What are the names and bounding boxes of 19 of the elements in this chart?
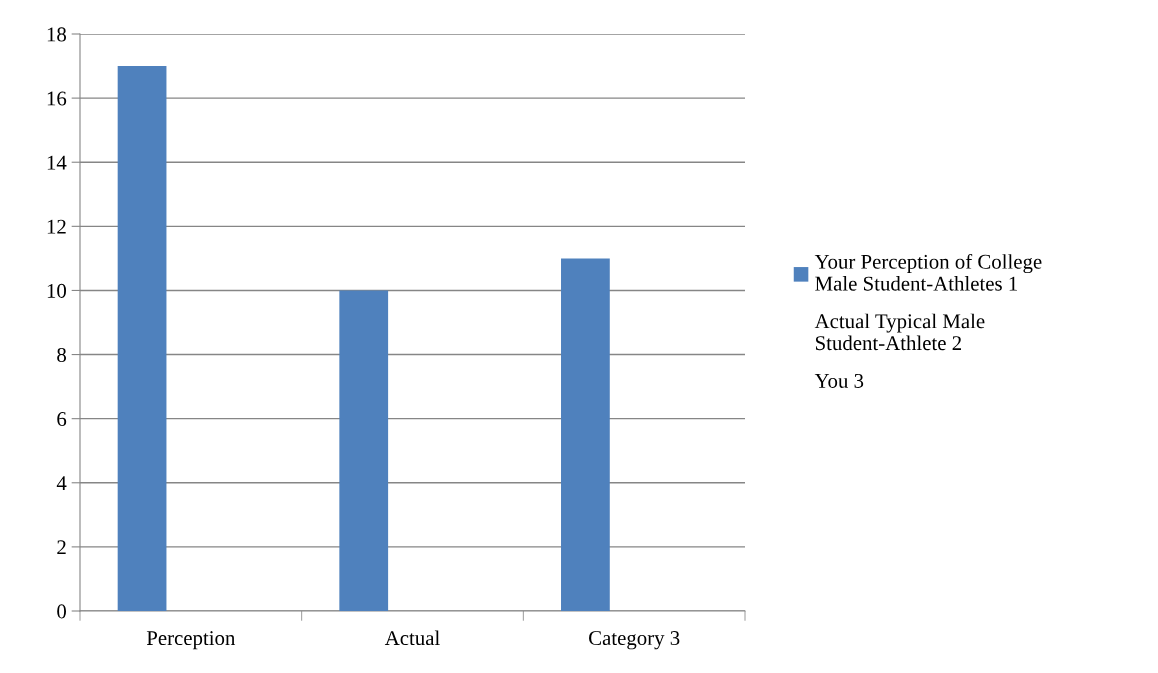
bar — [561, 258, 610, 611]
x-tick-label: Perception — [146, 631, 236, 650]
y-tick-label: 16 — [47, 91, 67, 106]
y-tick-label: 10 — [47, 283, 67, 298]
x-tick-label: Actual — [384, 630, 440, 646]
y-tick-label: 18 — [47, 27, 67, 42]
bar — [117, 66, 167, 611]
y-tick-label: 12 — [47, 219, 66, 234]
y-tick-label: 0 — [57, 604, 67, 619]
legend-label: Your Perception of College Male Student-Athletes 1 — [814, 253, 1042, 291]
y-tick-label: 8 — [57, 347, 67, 362]
y-tick-label: 6 — [57, 412, 67, 427]
y-tick-label: 14 — [47, 155, 67, 170]
y-tick-label: 2 — [57, 540, 66, 555]
text: You 3 — [814, 373, 864, 388]
text: Actual Typical Male Student-Athlete 2 — [814, 313, 985, 351]
x-tick-label: Category 3 — [589, 631, 680, 650]
bar — [339, 290, 389, 611]
y-tick-label: 4 — [56, 476, 67, 491]
